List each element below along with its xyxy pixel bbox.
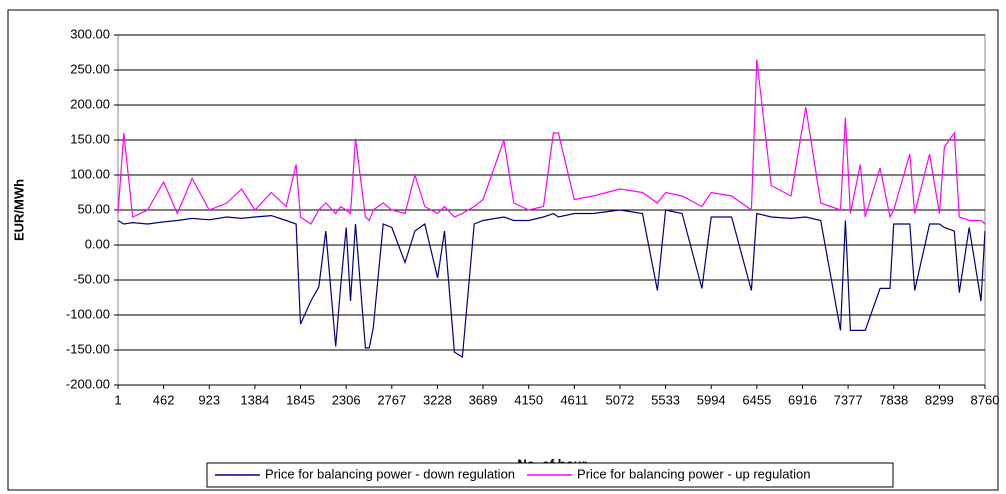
y-tick-label: 100.00 [70, 166, 110, 181]
x-tick-label: 5994 [697, 392, 726, 407]
x-tick-label: 7838 [879, 392, 908, 407]
x-tick-label: 6455 [742, 392, 771, 407]
legend-label: Price for balancing power - up regulatio… [577, 466, 810, 481]
x-tick-label: 462 [153, 392, 175, 407]
x-tick-label: 8299 [925, 392, 954, 407]
y-tick-label: -150.00 [66, 341, 110, 356]
x-tick-label: 4611 [560, 392, 588, 407]
y-tick-label: 250.00 [70, 61, 110, 76]
y-tick-label: -100.00 [66, 306, 110, 321]
x-tick-label: 1384 [240, 392, 269, 407]
x-tick-label: 6916 [788, 392, 817, 407]
x-tick-label: 1 [114, 392, 121, 407]
x-tick-label: 3228 [423, 392, 452, 407]
data-line [117, 59, 986, 225]
legend-label: Price for balancing power - down regulat… [265, 466, 515, 481]
x-tick-label: 5533 [651, 392, 680, 407]
x-tick-label: 4150 [514, 392, 543, 407]
x-tick-label: 923 [198, 392, 220, 407]
y-tick-label: 150.00 [70, 131, 110, 146]
y-tick-label: 50.00 [77, 201, 110, 216]
x-tick-label: 2767 [377, 392, 406, 407]
y-tick-label: -200.00 [66, 376, 110, 391]
x-tick-label: 5072 [605, 392, 634, 407]
x-tick-label: 7377 [834, 392, 863, 407]
y-tick-label: 200.00 [70, 96, 110, 111]
x-tick-label: 8760 [971, 392, 1000, 407]
y-tick-label: 0.00 [85, 236, 110, 251]
y-axis-label: EUR/MWh [11, 179, 26, 241]
x-tick-label: 1845 [286, 392, 315, 407]
y-tick-label: 300.00 [70, 26, 110, 41]
x-tick-label: 2306 [332, 392, 361, 407]
data-line [117, 209, 986, 359]
x-tick-label: 3689 [469, 392, 498, 407]
y-tick-label: -50.00 [73, 271, 110, 286]
